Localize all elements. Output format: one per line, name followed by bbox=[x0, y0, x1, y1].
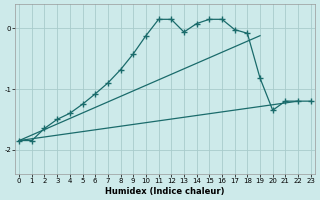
X-axis label: Humidex (Indice chaleur): Humidex (Indice chaleur) bbox=[105, 187, 225, 196]
